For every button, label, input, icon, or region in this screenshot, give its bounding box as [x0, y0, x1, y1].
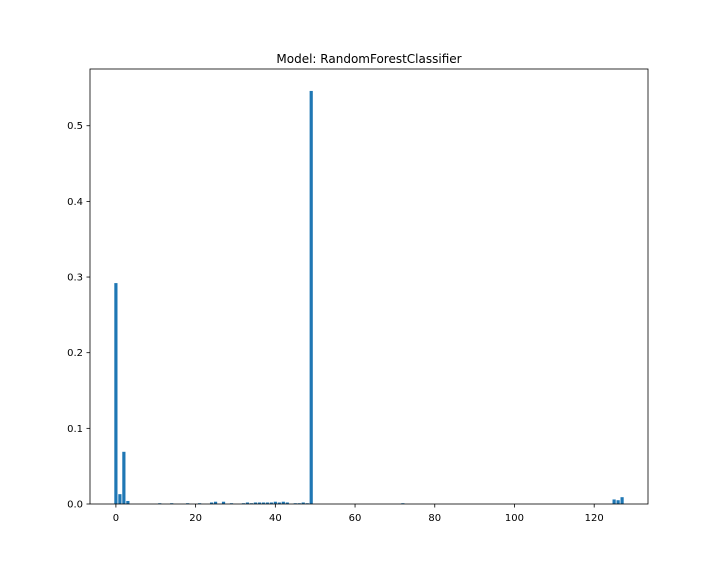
y-tick-label: 0.1: [67, 424, 83, 435]
x-tick-label: 40: [269, 513, 282, 524]
bar-0: [114, 283, 118, 504]
bar-2: [122, 451, 126, 504]
y-tick-label: 0.0: [67, 500, 83, 511]
bar-33: [245, 502, 250, 504]
bar-27: [221, 501, 226, 504]
plot-frame: [89, 68, 649, 505]
x-tick-label: 100: [505, 513, 524, 524]
bar-49: [309, 90, 313, 504]
x-tick-label: 0: [113, 513, 119, 524]
bar-41: [277, 502, 281, 504]
x-tick-label: 120: [585, 513, 604, 524]
bar-42: [281, 501, 285, 504]
y-tick-label: 0.4: [67, 197, 83, 208]
x-tick-label: 80: [428, 513, 441, 524]
chart-title: Model: RandomForestClassifier: [276, 52, 461, 66]
bar-24: [209, 502, 214, 504]
x-tick-label: 60: [349, 513, 362, 524]
bar-127: [620, 497, 624, 504]
bar-126: [616, 500, 620, 504]
bar-3: [126, 500, 130, 504]
y-tick-label: 0.2: [67, 348, 83, 359]
bar-35: [253, 502, 257, 504]
bar-125: [612, 499, 616, 504]
x-axis-ticks: 0 20 40 60 80 100 120: [113, 504, 604, 524]
bar-43: [285, 502, 289, 504]
bar-37: [261, 502, 265, 504]
bar-40: [273, 501, 277, 504]
bar-36: [257, 502, 261, 504]
bar-47: [301, 502, 305, 504]
y-axis-ticks: 0.0 0.1 0.2 0.3 0.4 0.5: [67, 121, 90, 511]
y-tick-label: 0.3: [67, 273, 83, 284]
bar-39: [269, 502, 273, 504]
bar-38: [265, 502, 269, 504]
x-tick-label: 20: [189, 513, 202, 524]
bar-1: [118, 494, 122, 504]
bar-25: [213, 501, 218, 504]
y-tick-label: 0.5: [67, 121, 83, 132]
bars: [114, 90, 624, 504]
